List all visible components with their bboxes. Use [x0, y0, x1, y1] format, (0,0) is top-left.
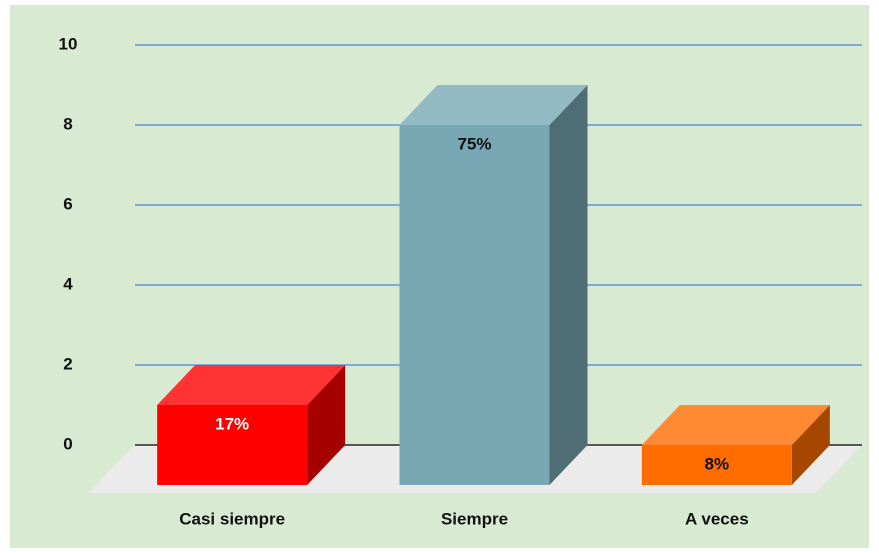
y-tick-label: 2	[63, 354, 72, 373]
y-tick-label: 0	[63, 434, 72, 453]
bar-side	[791, 405, 830, 485]
bar-side	[549, 85, 588, 485]
bar	[157, 405, 308, 485]
value-label: 75%	[457, 134, 491, 153]
y-tick-label: 8	[63, 114, 72, 133]
y-tick-label: 4	[63, 274, 73, 293]
x-tick-label: A veces	[685, 509, 749, 528]
bar	[641, 445, 792, 485]
bar-top	[641, 405, 830, 445]
y-tick-label: 6	[63, 194, 72, 213]
bar-top	[157, 365, 346, 405]
value-label: 8%	[705, 454, 730, 473]
bar	[399, 125, 550, 485]
y-tick-label: 10	[59, 34, 78, 53]
x-tick-label: Siempre	[441, 509, 508, 528]
bar-top	[399, 85, 588, 125]
value-label: 17%	[215, 414, 249, 433]
x-tick-label: Casi siempre	[179, 509, 285, 528]
